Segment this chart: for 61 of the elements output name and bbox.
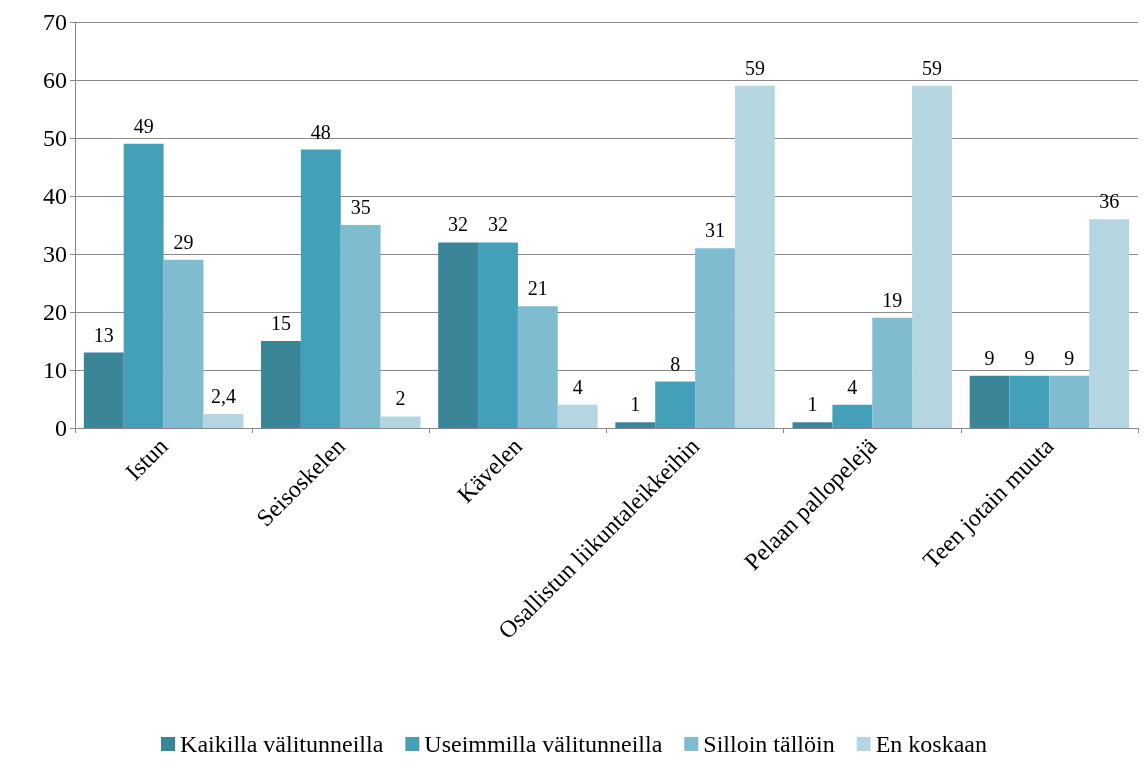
bar: [438, 242, 479, 428]
data-label: 2: [395, 387, 406, 410]
legend-label: En koskaan: [875, 731, 987, 757]
bar: [734, 85, 775, 428]
bar: [872, 317, 913, 428]
y-tick-label: 40: [43, 183, 67, 209]
bar: [83, 352, 124, 428]
bar: [478, 242, 518, 428]
data-label: 32: [487, 213, 508, 236]
bar: [203, 414, 244, 428]
data-label: 8: [670, 352, 681, 375]
legend-label: Kaikilla välitunneilla: [180, 731, 384, 757]
data-label: 9: [1024, 346, 1035, 369]
bar: [832, 404, 873, 428]
bar: [340, 225, 381, 428]
bar: [1049, 375, 1090, 428]
bar: [380, 416, 421, 428]
x-tick-label: Istun: [120, 432, 173, 486]
y-tick-label: 70: [43, 9, 67, 35]
legend-label: Silloin tällöin: [703, 731, 835, 757]
y-tick-label: 20: [43, 299, 67, 325]
data-label: 4: [572, 375, 583, 398]
data-label: 59: [744, 56, 765, 79]
bar: [123, 143, 164, 428]
bar: [517, 306, 558, 428]
data-label: 9: [1064, 346, 1075, 369]
bar: [1009, 375, 1050, 428]
data-label: 35: [350, 196, 371, 218]
bar: [615, 422, 656, 428]
data-label: 9: [984, 346, 995, 369]
data-label: 21: [527, 277, 548, 300]
bar: [261, 341, 301, 428]
y-tick-label: 50: [43, 125, 67, 151]
bar: [912, 85, 952, 428]
bar: [163, 259, 204, 428]
y-tick-label: 30: [43, 241, 67, 267]
data-label: 48: [310, 120, 331, 143]
data-label: 29: [173, 230, 194, 253]
data-label: 32: [448, 213, 469, 236]
data-label: 13: [93, 323, 114, 346]
bar: [969, 375, 1010, 428]
data-label: 59: [922, 56, 943, 79]
data-label: 49: [133, 114, 154, 137]
data-label: 31: [705, 219, 726, 242]
data-label: 2,4: [210, 385, 236, 408]
data-label: 1: [807, 393, 818, 416]
bar: [1089, 219, 1130, 428]
bar: [792, 422, 833, 428]
data-label: 36: [1099, 190, 1120, 213]
bar: [300, 149, 341, 428]
bar: [557, 404, 598, 428]
y-tick-label: 60: [43, 67, 67, 93]
legend-label: Useimmilla välitunneilla: [424, 731, 663, 757]
y-tick-label: 0: [55, 415, 67, 441]
data-label: 1: [630, 393, 641, 416]
data-label: 15: [270, 312, 291, 334]
bar: [655, 381, 696, 428]
data-label: 4: [847, 375, 858, 398]
y-tick-label: 10: [43, 357, 67, 383]
data-label: 19: [882, 288, 903, 311]
bar: [695, 248, 735, 428]
